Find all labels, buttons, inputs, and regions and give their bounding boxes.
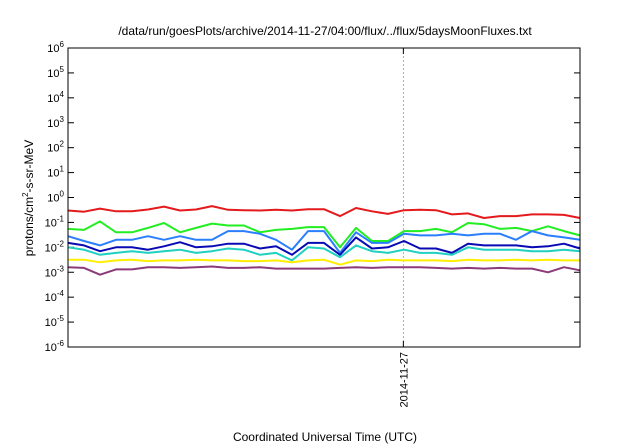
plot-frame: [67, 47, 581, 348]
y-axis-label: protons/cm2-s-sr-MeV: [21, 140, 36, 256]
y-tick-label: 10-4: [45, 289, 65, 304]
series-line-4: [67, 236, 581, 256]
y-tick-label: 102: [47, 140, 64, 155]
y-tick-label: 105: [47, 65, 64, 80]
y-tick-label: 100: [47, 190, 64, 205]
x-tick-label: 2014-11-27: [398, 352, 410, 407]
y-tick-label: 10-6: [45, 339, 65, 354]
series-line-6: [68, 258, 580, 266]
y-tick-label: 104: [47, 90, 64, 105]
series-line-3: [67, 230, 581, 254]
y-tick-label: 10-2: [45, 239, 65, 254]
series-line-1: [67, 205, 581, 219]
y-tick-label: 10-3: [45, 264, 65, 279]
x-axis-label: Coordinated Universal Time (UTC): [233, 430, 417, 444]
y-axis: 10-6 10-5 10-4 10-3 10-2 10-1 100 101 102 103 104 1…: [45, 40, 580, 354]
y-tick-label: 10-1: [45, 214, 65, 229]
y-tick-label: 10-5: [45, 314, 65, 329]
y-tick-label: 101: [47, 165, 64, 180]
plot-area: 10-6 10-5 10-4 10-3 10-2 10-1 100 101 102 103 104 1…: [45, 40, 581, 407]
y-tick-label: 106: [47, 40, 64, 55]
series-line-5: [67, 244, 581, 262]
series-line-7: [67, 265, 581, 276]
series-line-2: [67, 220, 581, 249]
y-tick-label: 103: [47, 115, 64, 130]
chart-title: /data/run/goesPlots/archive/2014-11-27/0…: [118, 24, 532, 38]
series-group: [67, 205, 581, 276]
